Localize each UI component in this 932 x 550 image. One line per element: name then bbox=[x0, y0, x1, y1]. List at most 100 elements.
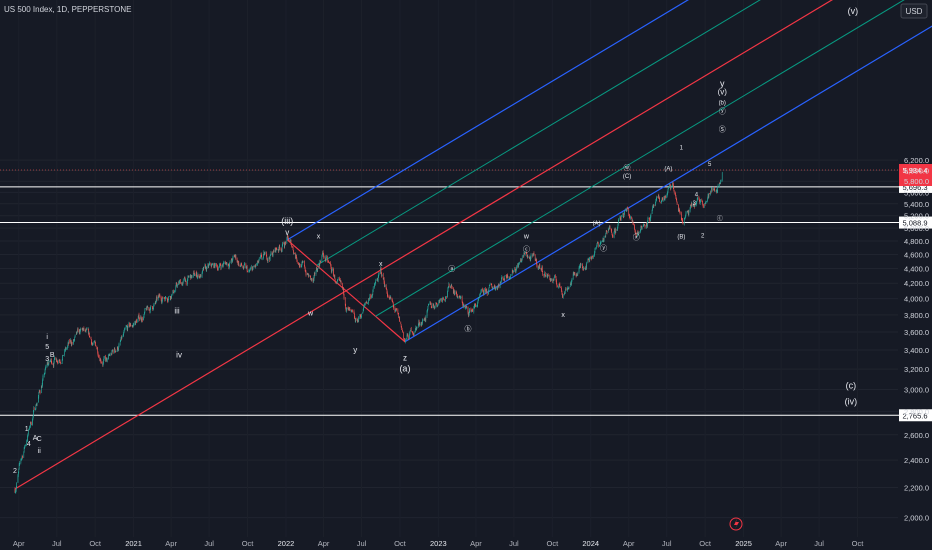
lightning-icon[interactable] bbox=[729, 517, 743, 531]
candle-body bbox=[339, 279, 341, 280]
candle-body bbox=[523, 253, 525, 257]
candle-body bbox=[441, 298, 442, 301]
pitchfork[interactable] bbox=[14, 0, 932, 490]
candle-body bbox=[23, 447, 25, 453]
candle-body bbox=[197, 274, 199, 277]
currency-box[interactable] bbox=[900, 3, 928, 19]
candle-body bbox=[193, 271, 194, 274]
candle-body bbox=[612, 236, 614, 238]
candle-body bbox=[562, 295, 564, 297]
candle-body bbox=[278, 246, 280, 252]
candle-body bbox=[275, 247, 276, 252]
candle-body bbox=[281, 248, 282, 251]
wave-label: (b) bbox=[719, 100, 726, 106]
candle-body bbox=[469, 308, 470, 313]
candle-body bbox=[162, 297, 164, 299]
candle-body bbox=[170, 296, 172, 298]
time-tick-label: 2022 bbox=[278, 539, 295, 548]
candle-body bbox=[248, 271, 250, 272]
candle-body bbox=[471, 309, 473, 311]
candle-body bbox=[673, 190, 675, 194]
candle-body bbox=[629, 218, 631, 219]
level-price-label[interactable]: 5,696.3 bbox=[902, 183, 927, 192]
candle-body bbox=[512, 271, 514, 273]
candle-body bbox=[125, 326, 127, 329]
level-price-tag[interactable] bbox=[899, 216, 932, 229]
candle-body bbox=[466, 306, 467, 308]
candle-body bbox=[180, 280, 181, 284]
time-axis[interactable]: Apr Jul Oct 2021 Apr Jul Oct 2022 Apr Jul Oct 2023 A… bbox=[13, 539, 864, 548]
candle-body bbox=[491, 284, 493, 288]
candle-body bbox=[362, 309, 364, 313]
candle-body bbox=[78, 330, 80, 333]
candle-body bbox=[596, 246, 597, 248]
price-tick-label: 5,600.0 bbox=[904, 188, 929, 197]
candle-body bbox=[512, 270, 513, 272]
candle-body bbox=[696, 202, 697, 205]
currency-label[interactable]: USD bbox=[906, 7, 923, 16]
candle-body bbox=[576, 274, 577, 277]
candle-body bbox=[412, 332, 414, 334]
fork-inner-line[interactable] bbox=[316, 0, 932, 266]
candle-body bbox=[294, 252, 295, 254]
fork-median-line[interactable] bbox=[14, 0, 932, 490]
horizontal-levels[interactable]: 5,696.3 5,088.9 2,765.6 5,934.4 bbox=[0, 163, 932, 422]
candle-body bbox=[256, 264, 257, 266]
candle-body bbox=[418, 321, 420, 324]
candle-body bbox=[532, 253, 534, 257]
candle-body bbox=[100, 361, 102, 363]
candle-body bbox=[716, 190, 718, 193]
candle-body bbox=[138, 314, 139, 318]
level-price-label[interactable]: 2,765.6 bbox=[902, 411, 927, 420]
candle-body bbox=[350, 309, 352, 311]
candle-body bbox=[513, 270, 514, 273]
candle-body bbox=[80, 328, 81, 331]
symbol-title[interactable]: US 500 Index, 1D, PEPPERSTONE bbox=[4, 5, 131, 14]
candle-body bbox=[463, 305, 465, 307]
fork-inner-line[interactable] bbox=[375, 0, 932, 317]
candle-body bbox=[549, 275, 551, 280]
candle-body bbox=[641, 226, 643, 230]
candle-body bbox=[555, 275, 556, 278]
current-price-tag[interactable] bbox=[899, 163, 932, 186]
candle-body bbox=[157, 297, 159, 300]
candle-body bbox=[270, 254, 271, 256]
candle-body bbox=[663, 197, 665, 201]
candle-body bbox=[261, 258, 263, 259]
level-price-tag[interactable] bbox=[899, 409, 932, 422]
candle-body bbox=[687, 211, 689, 212]
candle-body bbox=[137, 320, 139, 323]
candle-body bbox=[324, 256, 326, 260]
candle-body bbox=[426, 310, 428, 316]
candle-body bbox=[593, 255, 594, 258]
candle-body bbox=[442, 297, 443, 301]
candle-body bbox=[354, 313, 355, 318]
candle-body bbox=[538, 266, 540, 268]
level-price-label[interactable]: 5,088.9 bbox=[902, 219, 927, 228]
candle-body bbox=[214, 264, 216, 268]
fork-lower-line[interactable] bbox=[404, 0, 932, 343]
candle-body bbox=[541, 267, 543, 270]
candle-body bbox=[530, 257, 531, 261]
candle-body bbox=[428, 304, 430, 306]
candle-body bbox=[167, 299, 169, 302]
candle-body bbox=[717, 185, 719, 188]
candle-body bbox=[602, 238, 604, 242]
price-axis[interactable]: 6,200.0 6,000.05,800.0 5,600.0 5,400.0 5,200… bbox=[904, 156, 929, 523]
current-price-label[interactable]: 5,934.4 bbox=[902, 166, 927, 175]
candle-body bbox=[384, 285, 386, 287]
candle-body bbox=[585, 266, 587, 269]
candle-body bbox=[602, 240, 603, 242]
candle-body bbox=[529, 257, 530, 258]
candle-body bbox=[258, 258, 260, 260]
candle-body bbox=[332, 269, 333, 271]
candle-body bbox=[172, 290, 174, 296]
candle-body bbox=[351, 310, 353, 311]
candle-body bbox=[397, 313, 399, 314]
candle-body bbox=[640, 225, 642, 230]
candle-body bbox=[27, 436, 28, 441]
candle-body bbox=[114, 349, 116, 352]
candle-body bbox=[394, 308, 396, 312]
candle-body bbox=[252, 269, 253, 271]
